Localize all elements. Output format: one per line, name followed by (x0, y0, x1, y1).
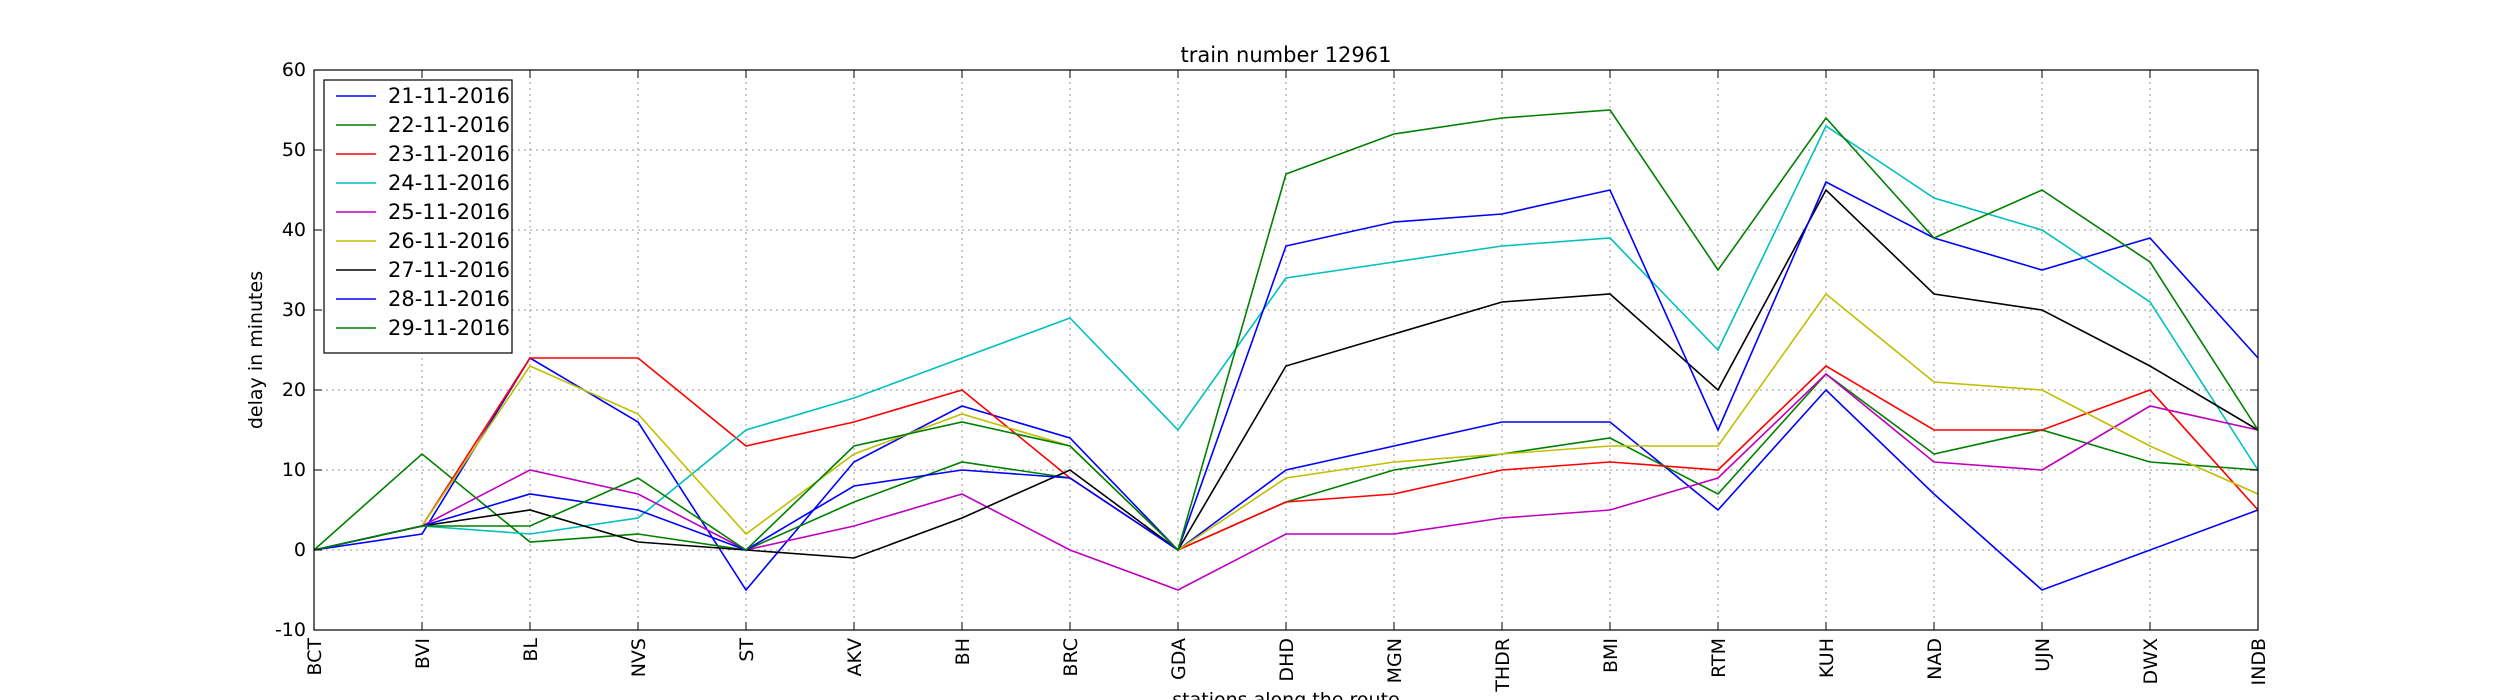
legend-entry-label: 25-11-2016 (388, 200, 510, 224)
x-tick-label-dhd: DHD (1276, 638, 1298, 682)
x-tick-label-ujn: UJN (2032, 638, 2054, 672)
x-tick-label-kuh: KUH (1816, 638, 1838, 678)
legend-entry-label: 24-11-2016 (388, 171, 510, 195)
series-line-29-11-2016 (313, 109, 2259, 552)
legend-entry-label: 21-11-2016 (388, 84, 510, 108)
axis-ticks: -10 0 10 20 30 40 50 60 BCT BVI BL NVS ST AKV BH BRC GDA… (275, 59, 2270, 693)
x-tick-label-thdr: THDR (1492, 638, 1514, 693)
y-tick-label: 20 (282, 379, 306, 401)
legend-entry-label: 22-11-2016 (388, 113, 510, 137)
legend-entry-label: 27-11-2016 (388, 258, 510, 282)
series-line-25-11-2016 (313, 372, 2259, 591)
x-tick-label-mgn: MGN (1384, 638, 1406, 683)
x-tick-label-akv: AKV (844, 638, 866, 676)
series-line-23-11-2016 (313, 357, 2259, 551)
x-tick-label-nad: NAD (1924, 638, 1946, 680)
chart-title: train number 12961 (1181, 43, 1392, 67)
legend-entry-label: 23-11-2016 (388, 142, 510, 166)
x-tick-label-bct: BCT (304, 638, 326, 676)
legend: 21-11-2016 22-11-2016 23-11-2016 24-11-2016… (323, 79, 513, 354)
legend-entry-label: 26-11-2016 (388, 229, 510, 253)
y-tick-label: 10 (282, 459, 306, 481)
x-tick-label-bl: BL (520, 638, 542, 662)
x-tick-label-bvi: BVI (412, 638, 434, 669)
x-axis-label: stations along the route (1172, 689, 1399, 700)
y-tick-label: 50 (282, 139, 306, 161)
series-line-27-11-2016 (313, 188, 2259, 559)
y-tick-label: 40 (282, 219, 306, 241)
x-tick-label-rtm: RTM (1708, 638, 1730, 678)
x-tick-label-indb: INDB (2248, 638, 2270, 685)
x-tick-label-st: ST (736, 638, 758, 662)
series-line-26-11-2016 (313, 292, 2259, 552)
y-tick-label: 60 (282, 59, 306, 81)
legend-entry-label: 29-11-2016 (388, 316, 510, 340)
y-axis-label: delay in minutes (245, 271, 267, 429)
x-tick-label-bmi: BMI (1600, 638, 1622, 673)
x-tick-label-gda: GDA (1168, 638, 1190, 680)
series-lines (313, 109, 2259, 592)
x-tick-label-nvs: NVS (628, 638, 650, 677)
legend-entry-label: 28-11-2016 (388, 287, 510, 311)
x-tick-label-bh: BH (952, 638, 974, 665)
series-line-21-11-2016 (313, 356, 2259, 592)
y-tick-label: 30 (282, 299, 306, 321)
x-tick-label-brc: BRC (1060, 638, 1082, 677)
series-line-24-11-2016 (313, 124, 2259, 551)
x-tick-label-dwx: DWX (2140, 638, 2162, 684)
y-tick-label: -10 (275, 619, 306, 641)
y-tick-label: 0 (294, 539, 306, 561)
